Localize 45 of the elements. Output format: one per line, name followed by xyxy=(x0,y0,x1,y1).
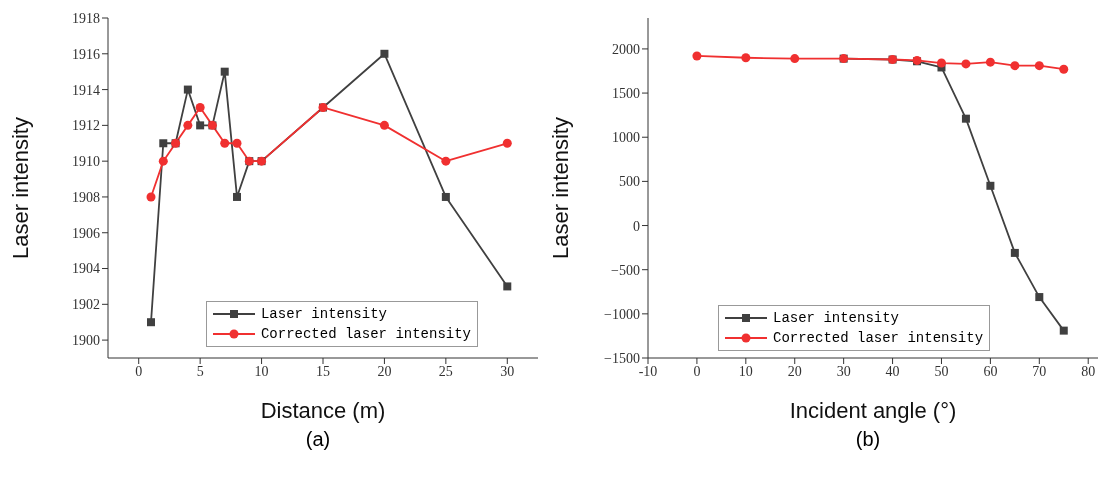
x-tick-label: 25 xyxy=(438,363,453,379)
y-tick-label: −500 xyxy=(611,262,640,278)
y-tick-label: 1000 xyxy=(612,130,640,146)
y-tick-label: 1902 xyxy=(72,297,100,313)
y-tick-label: −1000 xyxy=(604,306,640,322)
y-axis-title: Laser intensity xyxy=(547,117,573,259)
y-tick-label: 0 xyxy=(633,218,640,234)
y-tick-label: 1912 xyxy=(72,118,100,134)
y-tick-label: 1908 xyxy=(72,189,100,205)
y-tick-label: 1910 xyxy=(72,154,100,170)
x-tick-label: 70 xyxy=(1032,363,1047,379)
x-tick-label: 80 xyxy=(1081,363,1096,379)
y-tick-label: 1500 xyxy=(612,86,640,102)
y-tick-label: 1914 xyxy=(72,82,100,98)
x-axis-title: Incident angle (°) xyxy=(789,398,957,423)
legend-label: Laser intensity xyxy=(773,310,900,326)
x-tick-label: 0 xyxy=(135,363,143,379)
x-tick-label: 30 xyxy=(836,363,851,379)
x-axis-title: Distance (m) xyxy=(260,398,386,423)
legend-label: Corrected laser intensity xyxy=(773,330,984,346)
x-tick-label: 10 xyxy=(738,363,753,379)
x-tick-label: -10 xyxy=(638,363,658,379)
x-tick-label: 10 xyxy=(254,363,269,379)
y-tick-label: 1900 xyxy=(72,333,100,349)
text: (a) xyxy=(304,428,332,451)
x-tick-label: 60 xyxy=(983,363,998,379)
x-tick-label: 0 xyxy=(693,363,701,379)
y-tick-label: 1904 xyxy=(72,261,100,277)
y-tick-label: 2000 xyxy=(612,41,640,57)
y-tick-label: 500 xyxy=(619,174,640,190)
x-tick-label: 5 xyxy=(196,363,204,379)
y-tick-label: 1916 xyxy=(72,46,100,62)
y-tick-label: 1906 xyxy=(72,225,100,241)
text: (b) xyxy=(854,428,882,451)
x-tick-label: 15 xyxy=(316,363,330,379)
x-tick-label: 50 xyxy=(934,363,949,379)
legend-label: Corrected laser intensity xyxy=(260,326,471,342)
legend-label: Laser intensity xyxy=(260,306,387,322)
y-axis-title: Laser intensity xyxy=(7,117,33,259)
y-tick-label: 1918 xyxy=(72,10,100,26)
x-tick-label: 40 xyxy=(885,363,900,379)
x-tick-label: 30 xyxy=(500,363,515,379)
x-tick-label: 20 xyxy=(377,363,392,379)
y-tick-label: −1500 xyxy=(604,350,640,366)
x-tick-label: 20 xyxy=(787,363,802,379)
